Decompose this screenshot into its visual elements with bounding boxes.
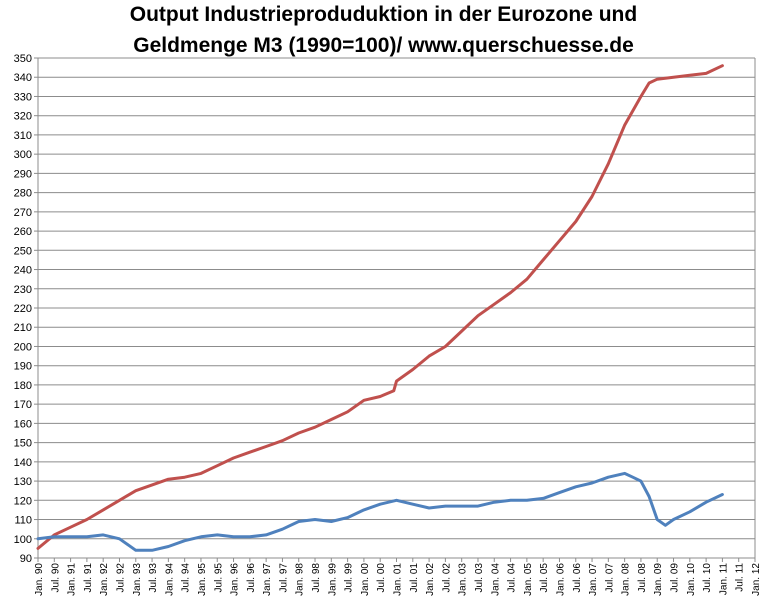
x-tick-label: Jul. 92 [115, 563, 126, 593]
x-tick-label: Jul. 11 [735, 563, 746, 592]
y-tick-label: 160 [14, 418, 32, 430]
chart-title-line-1: Output Industrieproduduktion in der Euro… [129, 3, 638, 26]
y-tick-label: 130 [14, 476, 32, 488]
x-tick-label: Jan. 05 [523, 563, 534, 596]
x-tick-label: Jan. 10 [686, 563, 697, 596]
y-tick-label: 340 [14, 72, 32, 84]
x-tick-label: Jan. 12 [751, 563, 762, 596]
y-tick-label: 170 [14, 399, 32, 411]
x-tick-label: Jul. 10 [702, 563, 713, 593]
x-tick-label: Jul. 90 [50, 563, 61, 593]
y-tick-label: 260 [14, 226, 32, 238]
y-tick-label: 100 [14, 534, 32, 546]
y-tick-label: 240 [14, 265, 32, 277]
x-tick-label: Jul. 99 [344, 563, 355, 593]
x-tick-label: Jul. 06 [572, 563, 583, 593]
x-tick-label: Jul. 08 [637, 563, 648, 593]
y-tick-label: 230 [14, 284, 32, 296]
series-line-2 [36, 471, 724, 552]
series-line-1 [36, 64, 724, 550]
x-tick-label: Jan. 92 [99, 563, 110, 596]
y-tick-label: 280 [14, 188, 32, 200]
x-axis-ticks: Jan. 90 Jul. 90 Jan. 91 Jul. 91 Jan. 92 Jul. … [34, 558, 762, 596]
y-tick-label: 150 [14, 438, 32, 450]
y-tick-label: 180 [14, 380, 32, 392]
x-tick-label: Jan. 95 [197, 563, 208, 596]
x-tick-label: Jan. 96 [230, 563, 241, 596]
y-tick-label: 210 [14, 322, 32, 334]
x-tick-label: Jul. 09 [670, 563, 681, 593]
y-tick-label: 190 [14, 361, 32, 373]
y-tick-label: 110 [14, 515, 32, 527]
y-tick-label: 220 [14, 303, 32, 315]
x-tick-label: Jan. 02 [425, 563, 436, 596]
x-tick-label: Jul. 02 [441, 563, 452, 593]
gridlines [38, 57, 755, 559]
x-tick-label: Jul. 91 [83, 563, 94, 593]
x-tick-label: Jul. 05 [539, 563, 550, 593]
x-tick-label: Jul. 96 [246, 563, 257, 593]
y-tick-label: 310 [14, 130, 32, 142]
y-tick-label: 350 [14, 53, 32, 65]
x-tick-label: Jul. 00 [376, 563, 387, 593]
x-tick-label: Jan. 09 [653, 563, 664, 596]
y-tick-label: 120 [14, 495, 32, 507]
y-tick-label: 290 [14, 168, 32, 180]
y-tick-label: 250 [14, 245, 32, 257]
x-tick-label: Jul. 97 [278, 563, 289, 593]
x-tick-label: Jul. 94 [181, 563, 192, 593]
x-tick-label: Jan. 99 [327, 563, 338, 596]
y-tick-label: 140 [14, 457, 32, 469]
x-tick-label: Jul. 98 [311, 563, 322, 593]
x-tick-label: Jan. 06 [555, 563, 566, 596]
x-tick-label: Jul. 01 [409, 563, 420, 593]
y-tick-label: 330 [14, 91, 32, 103]
x-tick-label: Jul. 07 [604, 563, 615, 593]
x-tick-label: Jan. 00 [360, 563, 371, 596]
x-tick-label: Jan. 08 [621, 563, 632, 596]
y-tick-label: 90 [20, 553, 32, 565]
x-tick-label: Jul. 04 [507, 563, 518, 593]
chart-title-line-2: Geldmenge M3 (1990=100)/ www.querschuess… [133, 34, 634, 57]
y-tick-label: 300 [14, 149, 32, 161]
y-tick-label: 270 [14, 207, 32, 219]
y-tick-label: 200 [14, 341, 32, 353]
x-tick-label: Jan. 01 [393, 563, 404, 596]
x-tick-label: Jan. 91 [67, 563, 78, 596]
x-tick-label: Jan. 94 [164, 563, 175, 596]
x-tick-label: Jan. 07 [588, 563, 599, 596]
x-tick-label: Jul. 03 [474, 563, 485, 593]
x-tick-label: Jan. 90 [34, 563, 45, 596]
axes [37, 58, 756, 559]
series-lines [36, 64, 724, 552]
x-tick-label: Jan. 04 [490, 563, 501, 596]
x-tick-label: Jan. 97 [262, 563, 273, 596]
x-tick-label: Jan. 98 [295, 563, 306, 596]
x-tick-label: Jan. 03 [458, 563, 469, 596]
y-axis-ticks: 90 100 110 120 130 140 150 160 170 180 190 200 210 22… [14, 53, 38, 565]
x-tick-label: Jul. 95 [213, 563, 224, 593]
x-tick-label: Jan. 11 [718, 563, 729, 595]
x-tick-label: Jan. 93 [132, 563, 143, 596]
y-tick-label: 320 [14, 111, 32, 123]
x-tick-label: Jul. 93 [148, 563, 159, 593]
